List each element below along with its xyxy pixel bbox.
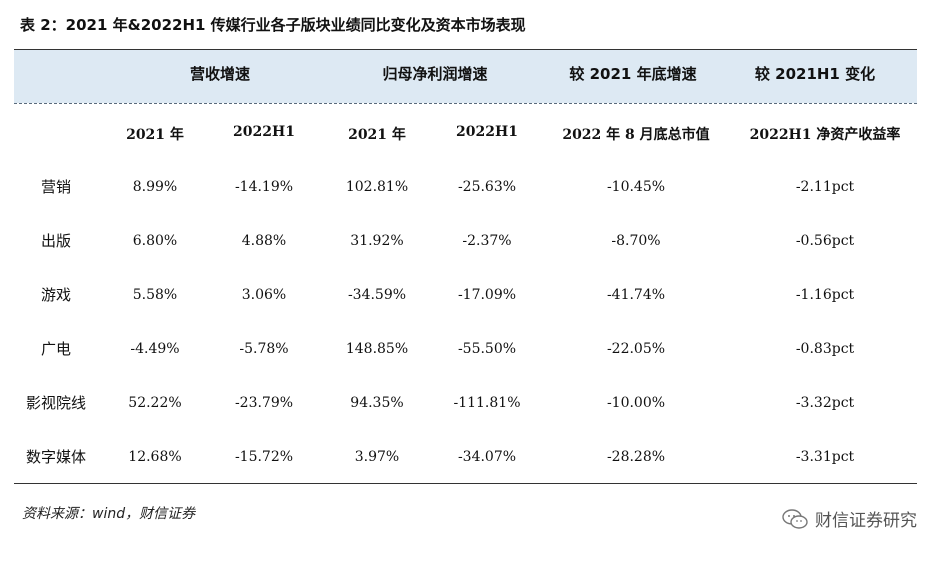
header-group-vs-2021h1: 较 2021H1 变化	[754, 65, 876, 83]
table-cell: 94.35%	[350, 395, 404, 411]
subheader-roe: 2022H1 净资产收益率	[749, 127, 901, 143]
table-cell: -2.37%	[462, 233, 512, 249]
table-cell: 5.58%	[132, 287, 178, 303]
table-cell: -41.74%	[606, 287, 666, 303]
table-cell: 3.97%	[354, 449, 400, 465]
subheader-profit-2021: 2021 年	[348, 127, 406, 143]
header-group-vs-2021-end: 较 2021 年底增速	[569, 65, 697, 83]
table-cell: 12.68%	[128, 449, 182, 465]
table-cell: -0.56pct	[795, 233, 855, 249]
row-label: 数字媒体	[25, 448, 86, 466]
table-cell: -111.81%	[453, 395, 521, 411]
table-row: 游戏 5.58% 3.06% -34.59% -17.09% -41.74% -1.16pc…	[14, 268, 917, 322]
row-label: 广电	[40, 340, 71, 358]
row-label: 营销	[40, 178, 71, 196]
header-group-net-profit: 归母净利润增速	[382, 65, 488, 83]
table-cell: -34.07%	[457, 449, 517, 465]
subheader-market-cap: 2022 年 8 月底总市值	[562, 127, 710, 143]
row-label: 影视院线	[25, 394, 86, 412]
table-cell: -17.09%	[457, 287, 517, 303]
table-cell: 52.22%	[128, 395, 182, 411]
watermark-text: 财信证券研究	[815, 511, 917, 531]
table-row: 影视院线 52.22% -23.79% 94.35% -111.81% -10.00% -3…	[14, 376, 917, 430]
table-row: 广电 -4.49% -5.78% 148.85% -55.50% -22.05% -0.83…	[14, 322, 917, 376]
table-top-rule	[14, 49, 917, 50]
table-cell: -10.45%	[606, 179, 666, 195]
table-row: 出版 6.80% 4.88% 31.92% -2.37% -8.70% -0.56pct	[14, 214, 917, 268]
watermark: 财信证券研究	[781, 506, 917, 531]
table-row: 数字媒体 12.68% -15.72% 3.97% -34.07% -28.28% -3.3…	[14, 430, 917, 484]
table-cell: -14.19%	[234, 179, 294, 195]
table-cell: -22.05%	[606, 341, 666, 357]
subheader-revenue-2021: 2021 年	[126, 127, 184, 143]
table-cell: -10.00%	[606, 395, 666, 411]
table-cell: 6.80%	[132, 233, 178, 249]
table-cell: -34.59%	[347, 287, 407, 303]
table-cell: -3.32pct	[795, 395, 855, 411]
table-bottom-rule	[14, 483, 917, 484]
header-group-revenue: 营收增速	[189, 65, 250, 83]
table-cell: -5.78%	[239, 341, 289, 357]
source-note: 资料来源：wind，财信证券	[22, 506, 196, 522]
table-cell: -23.79%	[234, 395, 294, 411]
subheader-profit-2022h1: 2022H1	[456, 124, 518, 140]
table-cell: -0.83pct	[795, 341, 855, 357]
table-cell: -3.31pct	[795, 449, 855, 465]
row-label: 游戏	[40, 286, 71, 304]
table-cell: -1.16pct	[795, 287, 855, 303]
header-divider	[14, 103, 917, 104]
subheader-revenue-2022h1: 2022H1	[233, 124, 295, 140]
table-cell: 31.92%	[350, 233, 404, 249]
table-cell: 102.81%	[345, 179, 409, 195]
table-row: 营销 8.99% -14.19% 102.81% -25.63% -10.45% -2.11…	[14, 160, 917, 214]
table-cell: -55.50%	[457, 341, 517, 357]
table-title: 表 2：2021 年&2022H1 传媒行业各子版块业绩同比变化及资本市场表现	[20, 16, 526, 34]
table-cell: -15.72%	[234, 449, 294, 465]
table-cell: 148.85%	[345, 341, 409, 357]
table-cell: -4.49%	[130, 341, 180, 357]
table-cell: -28.28%	[606, 449, 666, 465]
table-cell: -2.11pct	[795, 179, 855, 195]
wechat-icon	[782, 508, 808, 529]
table-cell: 3.06%	[241, 287, 287, 303]
table-cell: -25.63%	[457, 179, 517, 195]
table-cell: 4.88%	[241, 233, 287, 249]
row-label: 出版	[40, 232, 71, 250]
table-cell: 8.99%	[132, 179, 178, 195]
table-cell: -8.70%	[611, 233, 661, 249]
header-band	[14, 50, 917, 103]
